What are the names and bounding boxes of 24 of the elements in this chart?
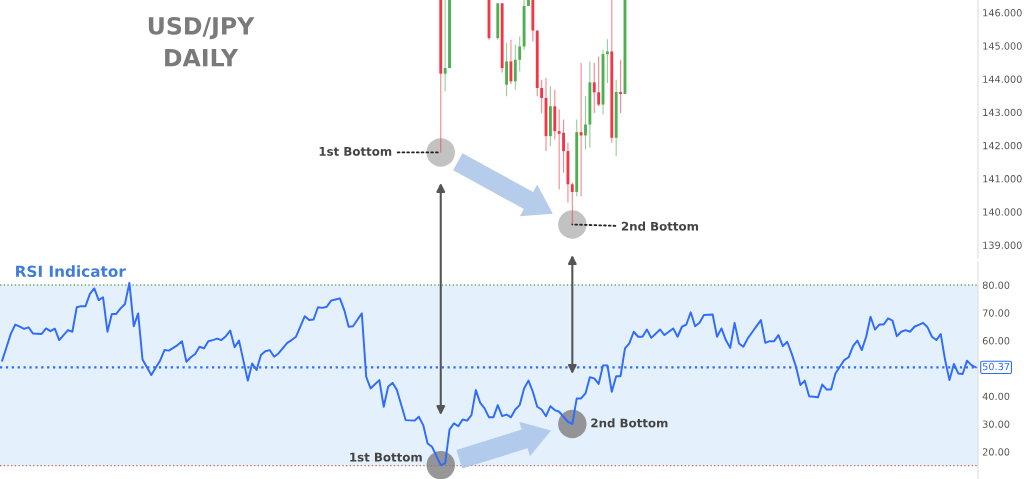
- y-tick-label: 70.00: [982, 309, 1010, 317]
- y-tick-label: 80.00: [982, 281, 1010, 289]
- annotation: 2nd Bottom: [591, 418, 668, 428]
- y-tick-label: 144.000: [983, 75, 1022, 83]
- y-tick-label: 20.00: [982, 448, 1010, 456]
- text: USD/JPY DAILY: [148, 16, 255, 67]
- candlestick: [584, 95, 587, 150]
- y-tick-label: 139.000: [983, 241, 1022, 249]
- candlestick: [448, 0, 451, 69]
- y-tick-label: 40.00: [982, 392, 1010, 401]
- annotation: 2nd Bottom: [621, 221, 698, 231]
- y-tick-label: 60.00: [982, 337, 1010, 345]
- y-tick-label: 142.000: [983, 141, 1022, 150]
- y-tick-label: 141.000: [983, 175, 1022, 183]
- y-tick-label: 145.000: [983, 42, 1022, 50]
- y-tick-label: 140.000: [983, 208, 1022, 216]
- annotation: 1st Bottom: [319, 147, 392, 156]
- y-tick-label: 143.000: [983, 108, 1022, 117]
- y-tick-label: 30.00: [982, 420, 1010, 428]
- candlestick: [527, 0, 530, 6]
- y-tick-label: 146.000: [983, 9, 1022, 17]
- ref-line-label: 50.37: [982, 362, 1010, 371]
- chart-title: RSI Indicator: [16, 265, 126, 278]
- annotation: 1st Bottom: [350, 452, 422, 462]
